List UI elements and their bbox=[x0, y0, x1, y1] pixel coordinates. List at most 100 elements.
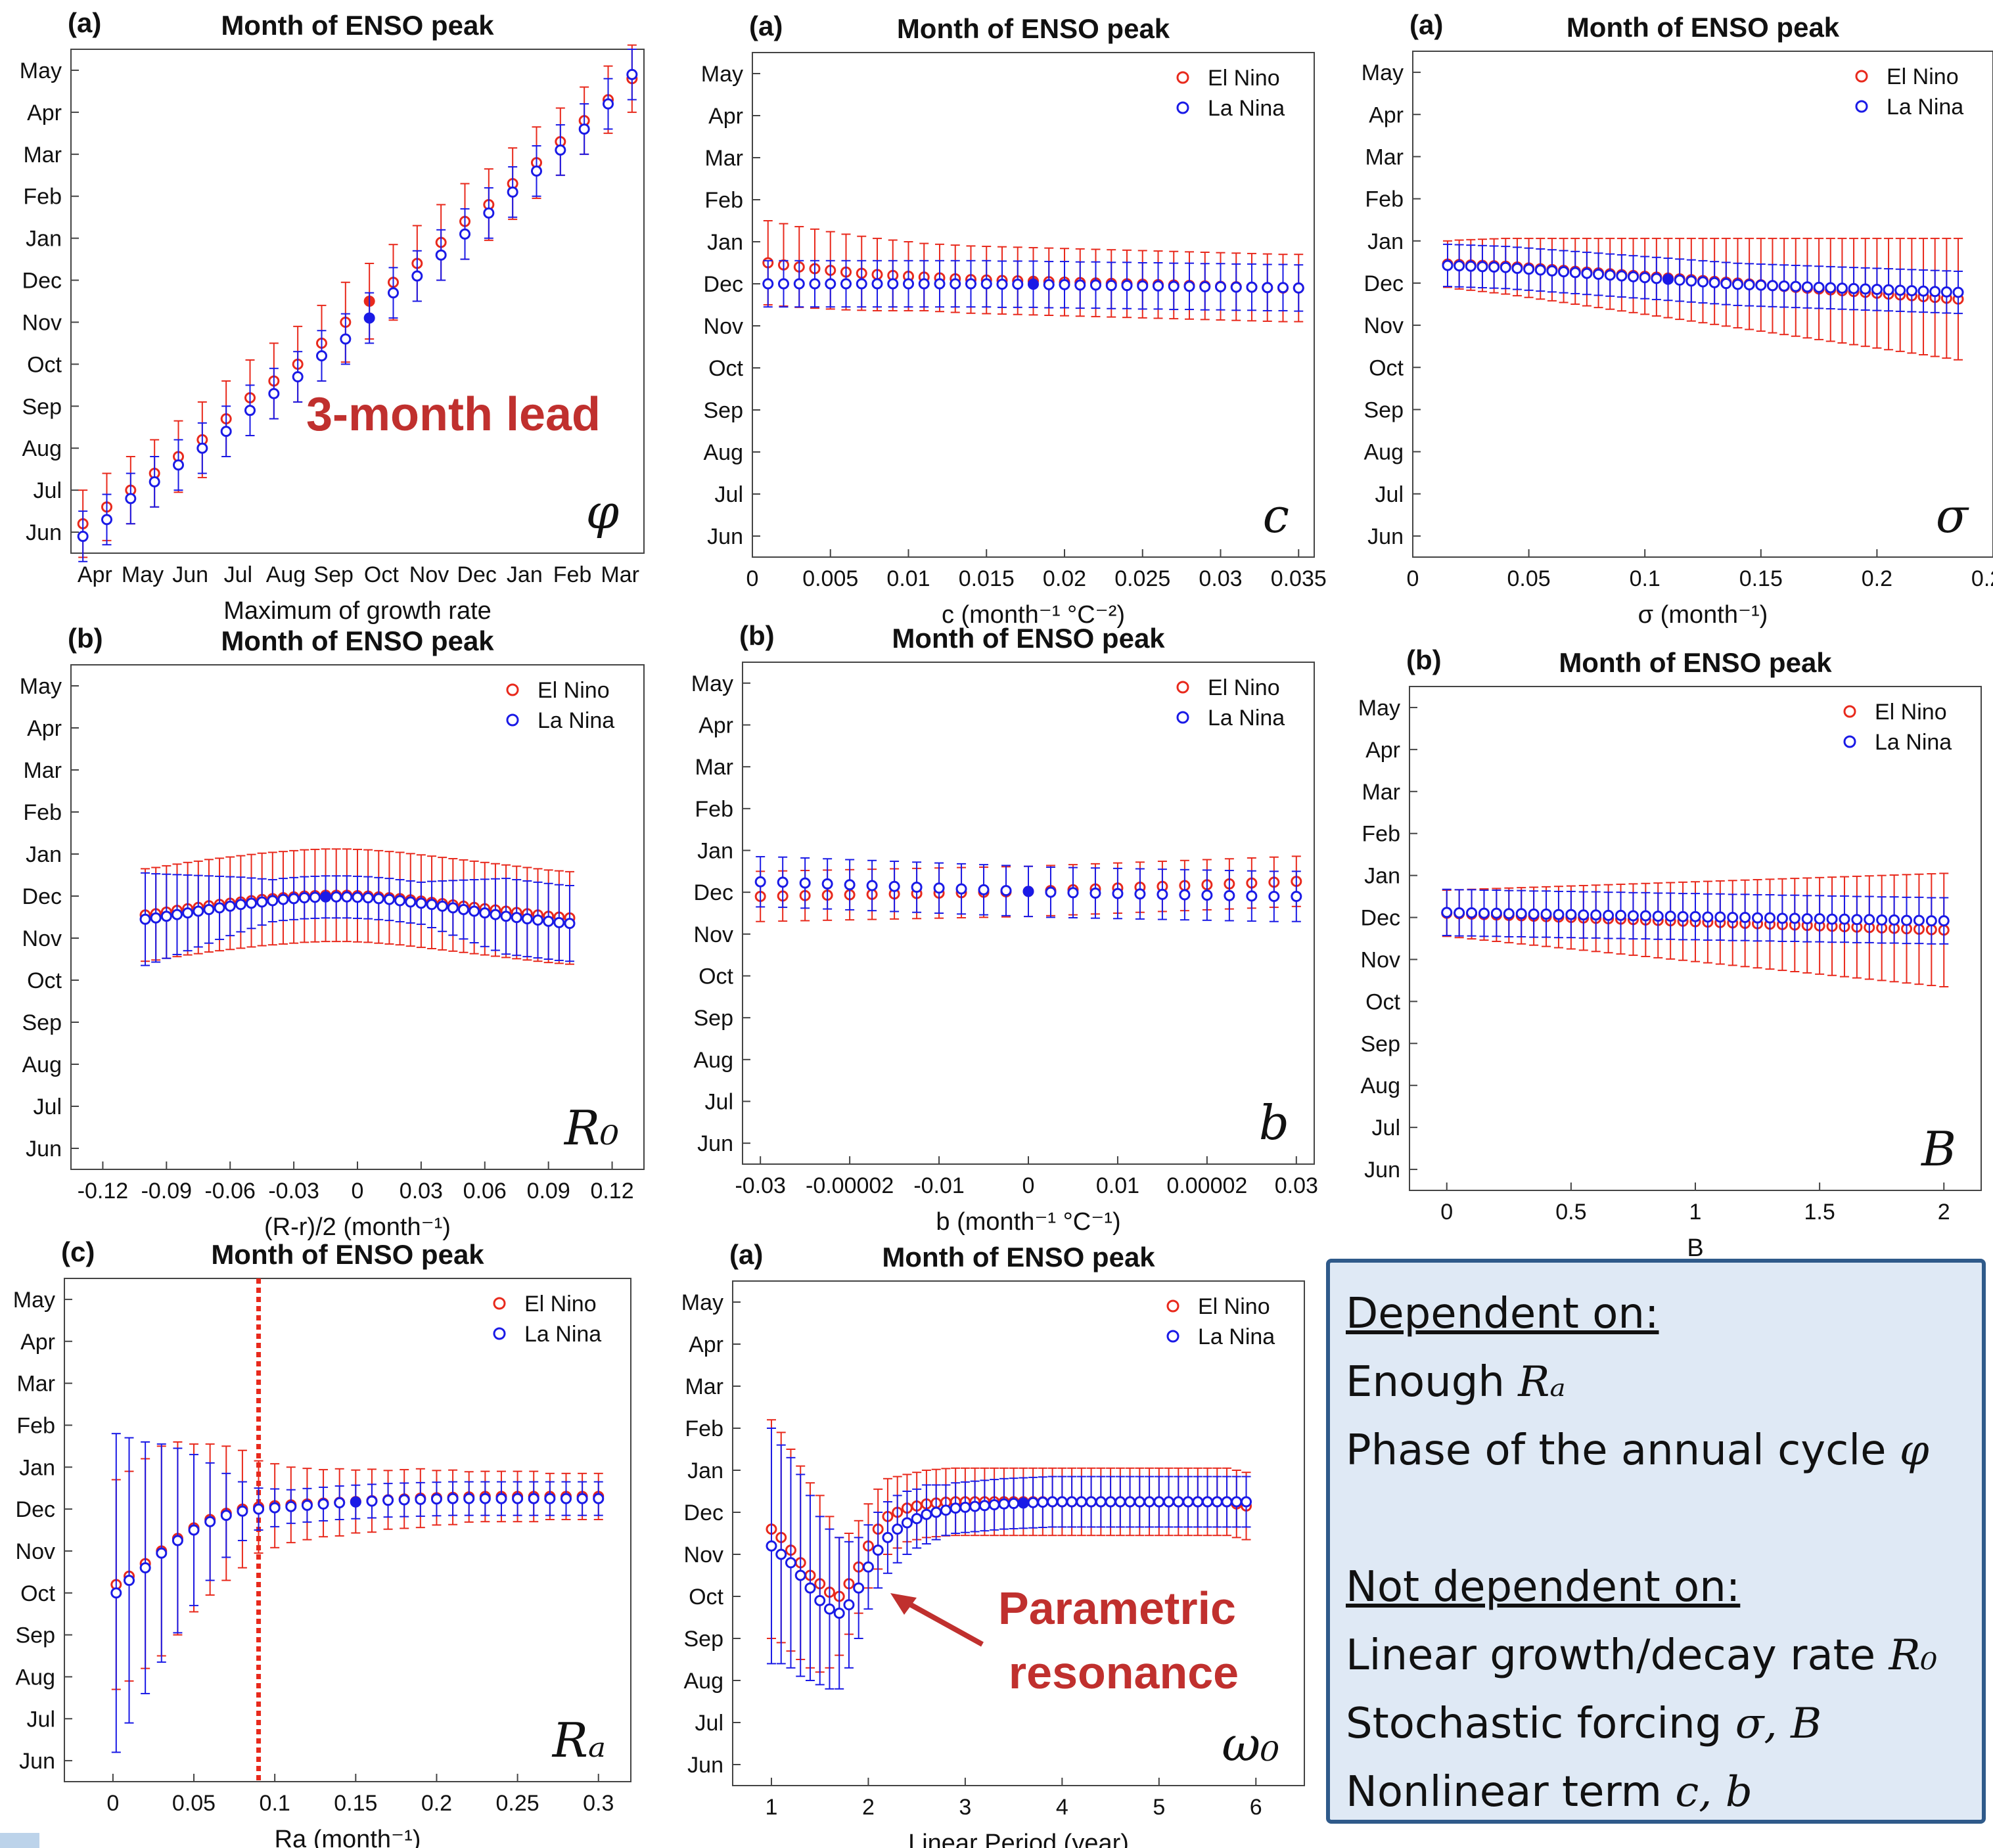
x-tick-label: 0.1 bbox=[260, 1791, 290, 1816]
y-tick-label: Sep bbox=[694, 1006, 734, 1031]
data-point bbox=[950, 1502, 961, 1514]
data-point bbox=[1224, 890, 1235, 901]
y-tick-label: Oct bbox=[689, 1585, 723, 1610]
data-point bbox=[1028, 279, 1039, 290]
data-point bbox=[1581, 267, 1593, 279]
data-point bbox=[1826, 913, 1838, 925]
x-tick-label: -0.09 bbox=[141, 1179, 193, 1204]
y-tick-label: Jul bbox=[34, 1094, 62, 1119]
data-point bbox=[578, 123, 590, 135]
panel-label: (a) bbox=[1409, 9, 1443, 40]
data-point bbox=[1211, 1496, 1223, 1508]
data-point bbox=[1727, 912, 1739, 924]
y-tick-label: Jul bbox=[34, 478, 62, 503]
data-point bbox=[1603, 909, 1615, 921]
data-point bbox=[1157, 888, 1168, 900]
x-tick-label: 2 bbox=[1938, 1200, 1950, 1225]
y-tick-label: Mar bbox=[695, 755, 733, 780]
x-tick-label: -0.03 bbox=[735, 1173, 786, 1198]
data-point bbox=[1477, 261, 1488, 273]
data-point bbox=[1752, 912, 1764, 924]
x-tick-label: 0.05 bbox=[172, 1791, 216, 1816]
data-point bbox=[544, 1493, 556, 1504]
data-point bbox=[576, 1493, 588, 1504]
y-tick-label: Aug bbox=[22, 1052, 62, 1077]
y-tick-label: Apr bbox=[699, 713, 733, 738]
data-point bbox=[564, 918, 576, 930]
x-tick-label: Jan bbox=[507, 562, 543, 587]
y-tick-label: Jun bbox=[1367, 524, 1404, 549]
y-tick-label: Feb bbox=[1365, 187, 1404, 212]
data-point bbox=[866, 880, 878, 891]
y-tick-label: Mar bbox=[16, 1372, 55, 1397]
x-axis-label: Ra (month⁻¹) bbox=[275, 1826, 421, 1848]
not-dependent-item-r0: Linear growth/decay rate R₀ bbox=[1346, 1631, 1938, 1680]
data-point bbox=[1639, 910, 1651, 922]
y-tick-label: Sep bbox=[1361, 1031, 1401, 1056]
parameter-symbol: Rₐ bbox=[551, 1713, 606, 1768]
data-point bbox=[253, 1503, 265, 1515]
y-tick-label: Apr bbox=[689, 1332, 723, 1357]
data-point bbox=[1192, 1496, 1204, 1508]
data-point bbox=[1153, 1496, 1165, 1508]
legend-marker-la-nina bbox=[493, 1327, 506, 1340]
data-point bbox=[139, 1562, 151, 1573]
x-tick-label: 4 bbox=[1056, 1795, 1068, 1820]
data-point bbox=[237, 1505, 248, 1517]
data-point bbox=[1442, 259, 1454, 271]
data-point bbox=[1615, 909, 1627, 921]
x-tick-label: 0.03 bbox=[400, 1179, 443, 1204]
data-point bbox=[1199, 281, 1211, 292]
series-la-nina bbox=[77, 49, 638, 562]
x-tick-label: 0.12 bbox=[590, 1179, 633, 1204]
data-point bbox=[1074, 279, 1086, 291]
data-point bbox=[1677, 911, 1689, 922]
data-point bbox=[626, 68, 638, 80]
parameter-symbol: b bbox=[1259, 1095, 1289, 1150]
data-point bbox=[1940, 286, 1952, 298]
panel-label: (a) bbox=[749, 11, 783, 41]
x-tick-label: 0.09 bbox=[527, 1179, 570, 1204]
y-tick-label: Feb bbox=[704, 188, 743, 213]
data-point bbox=[1917, 285, 1929, 297]
data-point bbox=[553, 916, 565, 928]
data-point bbox=[269, 1502, 281, 1514]
x-axis-label: σ (month⁻¹) bbox=[1638, 601, 1768, 629]
x-tick-label: 0.5 bbox=[1555, 1200, 1586, 1225]
x-tick-label: -0.03 bbox=[268, 1179, 319, 1204]
data-point bbox=[277, 893, 289, 905]
data-point bbox=[1277, 282, 1289, 294]
data-point bbox=[965, 278, 976, 290]
data-point bbox=[843, 1599, 855, 1611]
legend-label-el-nino: El Nino bbox=[1887, 64, 1959, 89]
data-point bbox=[1000, 885, 1012, 897]
legend-label-la-nina: La Nina bbox=[1887, 95, 1963, 120]
data-point bbox=[1163, 1496, 1175, 1508]
data-point bbox=[1871, 284, 1883, 296]
data-point bbox=[892, 1523, 904, 1535]
data-point bbox=[457, 903, 469, 915]
y-tick-label: Sep bbox=[22, 1010, 62, 1035]
y-tick-label: Apr bbox=[27, 716, 62, 741]
x-axis-label: B bbox=[1687, 1234, 1703, 1262]
y-tick-label: Apr bbox=[1365, 738, 1400, 763]
y-tick-label: Sep bbox=[684, 1627, 724, 1652]
y-tick-label: May bbox=[691, 671, 733, 696]
data-point bbox=[871, 278, 883, 290]
y-tick-label: Mar bbox=[685, 1374, 723, 1399]
data-point bbox=[793, 278, 805, 290]
y-tick-label: Apr bbox=[27, 101, 62, 125]
y-tick-label: Mar bbox=[23, 758, 62, 783]
x-tick-label: 0.25 bbox=[1971, 566, 1993, 591]
legend-label-el-nino: El Nino bbox=[1875, 700, 1947, 725]
data-point bbox=[124, 1575, 135, 1587]
x-tick-label: 0 bbox=[1440, 1200, 1453, 1225]
y-tick-label: Oct bbox=[1365, 989, 1400, 1014]
data-point bbox=[1528, 908, 1540, 920]
y-tick-label: May bbox=[1358, 696, 1400, 721]
y-tick-label: Jan bbox=[697, 839, 733, 864]
data-point bbox=[495, 1493, 507, 1504]
y-tick-label: Nov bbox=[22, 926, 62, 951]
data-point bbox=[988, 1499, 1000, 1510]
data-point bbox=[398, 1494, 410, 1506]
